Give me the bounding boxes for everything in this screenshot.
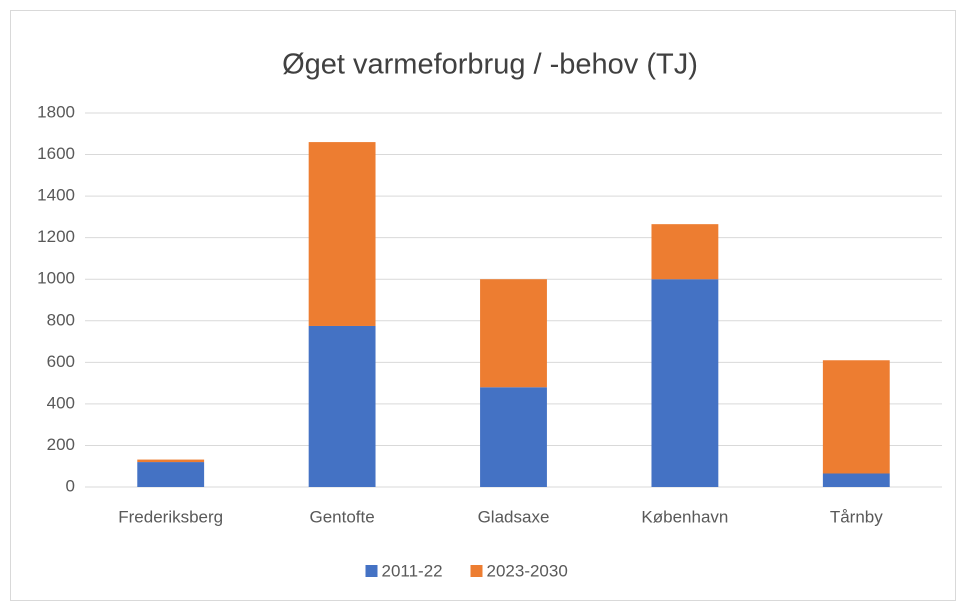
y-tick-label: 600 xyxy=(47,352,75,371)
bar-segment xyxy=(651,279,719,487)
y-tick-label: 0 xyxy=(66,476,75,495)
y-tick-label: 200 xyxy=(47,435,75,454)
bar-segment xyxy=(651,224,719,280)
x-tick-label: København xyxy=(641,507,728,526)
y-tick-label: 1400 xyxy=(37,186,75,205)
y-tick-label: 800 xyxy=(47,310,75,329)
legend-label: 2023-2030 xyxy=(487,561,568,580)
bar-segment xyxy=(480,279,547,388)
x-tick-label: Gentofte xyxy=(309,507,374,526)
bar-segment xyxy=(822,360,890,474)
y-tick-label: 1800 xyxy=(37,102,75,121)
x-tick-label: Frederiksberg xyxy=(118,507,223,526)
bar-segment xyxy=(137,459,205,463)
legend-swatch xyxy=(365,565,378,577)
x-tick-label: Tårnby xyxy=(830,507,883,526)
bar-segment xyxy=(137,462,205,487)
bar-segment xyxy=(308,142,376,326)
y-tick-label: 1600 xyxy=(37,144,75,163)
bar-segment xyxy=(308,325,376,487)
legend-label: 2011-22 xyxy=(382,561,443,580)
x-tick-label: Gladsaxe xyxy=(478,507,550,526)
y-tick-label: 1200 xyxy=(37,227,75,246)
bar-segment xyxy=(822,473,890,487)
chart-title: Øget varmeforbrug / -behov (TJ) xyxy=(282,49,698,81)
y-tick-label: 400 xyxy=(47,393,75,412)
legend-swatch xyxy=(470,565,483,577)
bar-segment xyxy=(480,387,547,487)
y-tick-label: 1000 xyxy=(37,269,75,288)
